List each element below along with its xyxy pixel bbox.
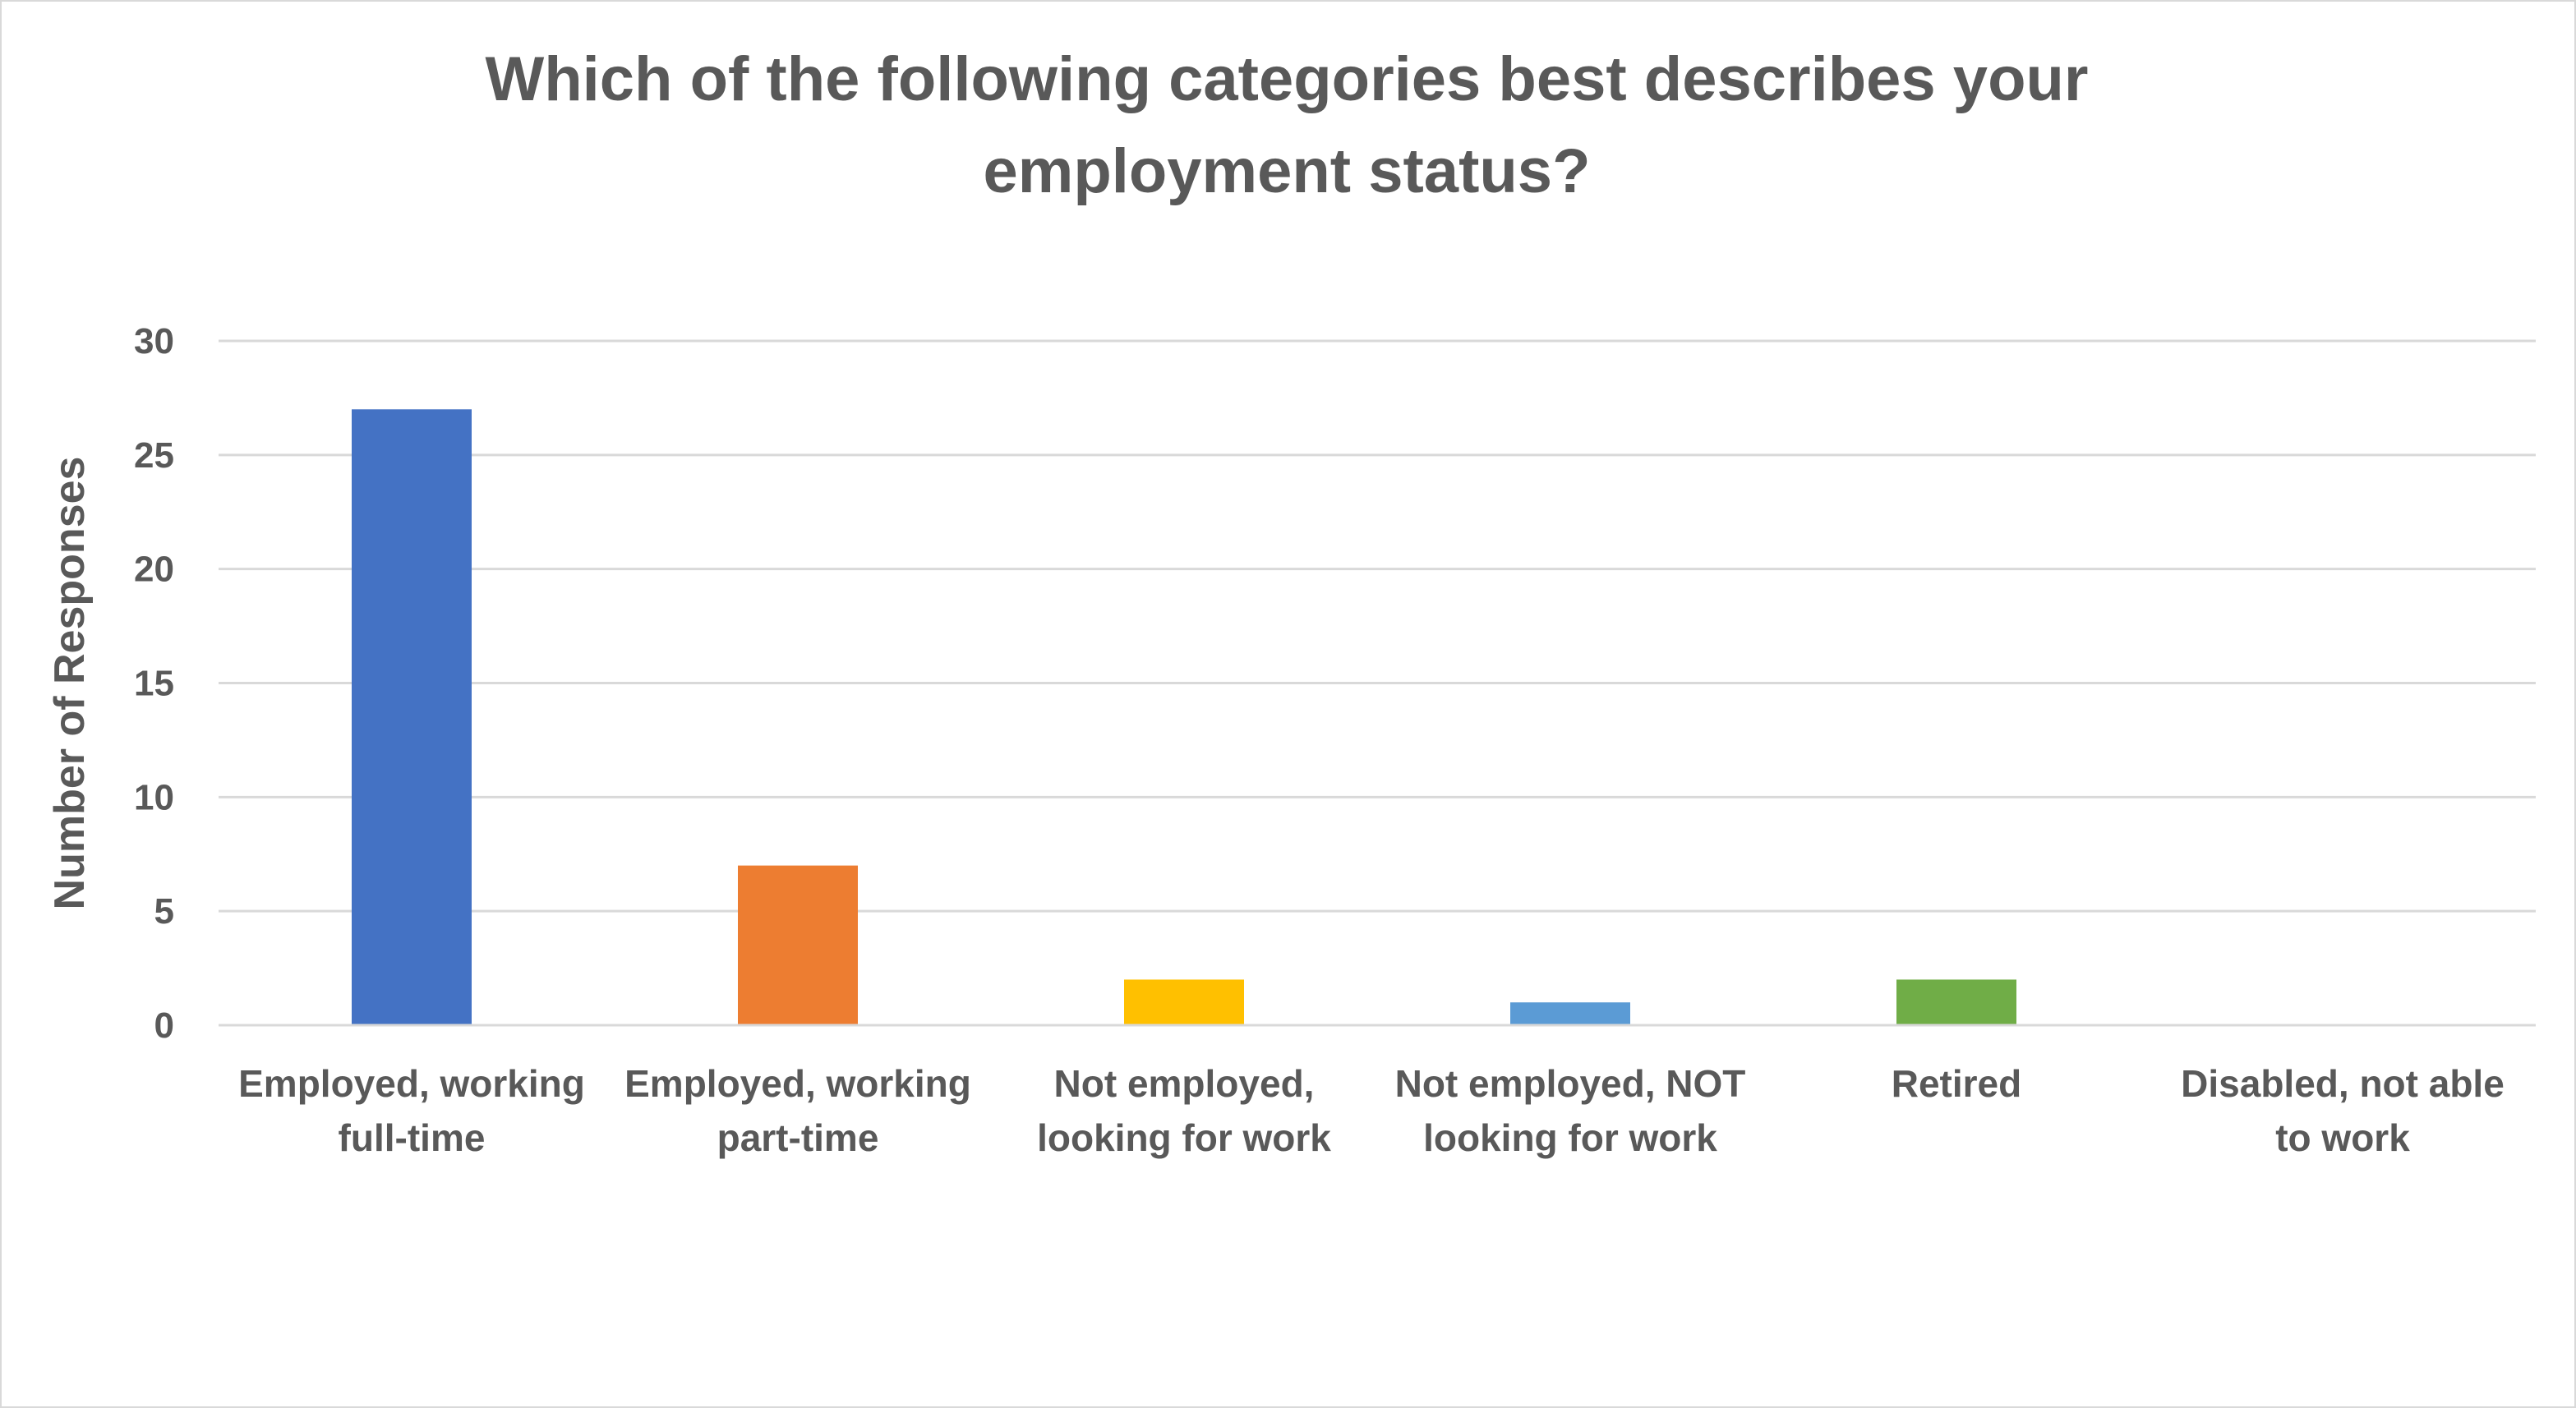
chart-title: Which of the following categories best d… xyxy=(486,44,2089,206)
x-category-label: Not employed, NOT looking for work xyxy=(1395,1062,1746,1159)
x-category-label: Employed, working part-time xyxy=(624,1062,971,1159)
x-axis-categories: Employed, working full-time Employed, work… xyxy=(238,1062,2505,1159)
y-tick-label: 10 xyxy=(134,777,174,817)
gridlines xyxy=(219,339,2536,913)
y-tick-label: 30 xyxy=(134,321,174,361)
chart-title-line: employment status? xyxy=(983,136,1590,206)
bar xyxy=(352,409,472,1025)
y-tick-label: 5 xyxy=(154,891,174,932)
y-axis-title: Number of Responses xyxy=(46,457,94,910)
y-axis-title: Number of Responses xyxy=(46,457,94,910)
y-tick-label: 25 xyxy=(134,435,174,476)
y-tick-label: 20 xyxy=(134,550,174,590)
y-axis-ticks: 0 5 10 15 20 25 30 xyxy=(134,321,174,1046)
y-tick-label: 0 xyxy=(154,1005,174,1046)
x-category-label: Employed, working full-time xyxy=(238,1062,585,1159)
x-category-label: Retired xyxy=(1892,1062,2021,1105)
bar xyxy=(1124,979,1244,1025)
bar xyxy=(738,865,858,1025)
x-category-label: Disabled, not able to work xyxy=(2181,1062,2505,1159)
chart-title-line: Which of the following categories best d… xyxy=(486,44,2089,114)
bars xyxy=(352,409,2016,1025)
x-category-label: Not employed, looking for work xyxy=(1037,1062,1331,1159)
bar xyxy=(1510,1002,1630,1025)
bar xyxy=(1896,979,2016,1025)
y-tick-label: 15 xyxy=(134,664,174,704)
